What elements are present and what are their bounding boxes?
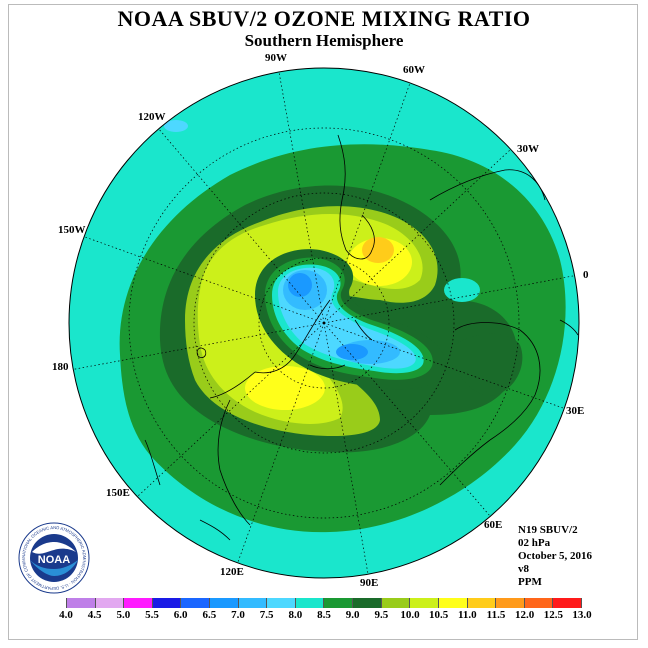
color-bar-labels: 4.0 4.5 5.0 5.5 6.0 6.5 7.0 7.5 8.0 8.5 9.0 9.5 10.0… — [0, 609, 648, 623]
contour-7-5-patch — [164, 120, 188, 132]
lon-label-150w: 150W — [58, 224, 86, 236]
color-bar — [66, 598, 582, 608]
lon-label-150e: 150E — [106, 487, 130, 499]
parallels — [128, 127, 520, 519]
color-bar-segment — [95, 598, 125, 608]
lon-label-30e: 30E — [566, 405, 584, 417]
lon-label-30w: 30W — [517, 143, 539, 155]
color-bar-tick-label: 6.5 — [202, 609, 217, 621]
lon-label-60e: 60E — [484, 519, 502, 531]
color-bar-segment — [238, 598, 268, 608]
contour-9-0-east — [455, 333, 523, 396]
contour-6-5-a — [288, 273, 312, 297]
lon-label-120e: 120E — [220, 566, 244, 578]
color-bar-tick-label: 9.5 — [374, 609, 389, 621]
satellite-label: N19 SBUV/2 — [518, 524, 578, 536]
lon-label-60w: 60W — [403, 64, 425, 76]
color-bar-tick-label: 4.5 — [87, 609, 102, 621]
color-bar-segment — [438, 598, 468, 608]
color-bar-tick-label: 10.0 — [400, 609, 420, 621]
color-bar-tick-label: 7.5 — [259, 609, 274, 621]
color-bar-segment — [152, 598, 182, 608]
color-bar-tick-label: 13.0 — [572, 609, 592, 621]
version-label: v8 — [518, 563, 529, 575]
color-bar-tick-label: 12.5 — [543, 609, 563, 621]
lon-label-0: 0 — [583, 269, 589, 281]
lon-label-90e: 90E — [360, 577, 378, 589]
lon-label-180: 180 — [52, 361, 69, 373]
color-bar-tick-label: 8.5 — [317, 609, 331, 621]
color-bar-segment — [267, 598, 296, 608]
info-block: N19 SBUV/2 02 hPa October 5, 2016 v8 PPM — [518, 524, 592, 589]
pressure-level-label: 02 hPa — [518, 537, 551, 549]
color-bar-segment — [381, 598, 411, 608]
map-subtitle: Southern Hemisphere — [244, 31, 404, 50]
color-bar-segment — [324, 598, 354, 608]
contour-11-0 — [362, 237, 394, 263]
lon-label-120w: 120W — [138, 111, 166, 123]
units-label: PPM — [518, 576, 542, 588]
color-bar-segment — [467, 598, 497, 608]
map-title: NOAA SBUV/2 OZONE MIXING RATIO — [117, 6, 531, 31]
color-bar-tick-label: 9.0 — [345, 609, 360, 621]
color-bar-tick-label: 11.0 — [458, 609, 477, 621]
date-label: October 5, 2016 — [518, 550, 593, 562]
longitude-labels: 90W 60W 30W 0 30E 60E 90E 120E 150E 180 … — [52, 52, 589, 589]
color-bar-segment — [410, 598, 439, 608]
color-bar-tick-label: 10.5 — [429, 609, 449, 621]
color-bar-segment — [181, 598, 211, 608]
color-bar-segment — [553, 598, 582, 608]
color-bar-segment — [524, 598, 554, 608]
color-bar-segment — [210, 598, 239, 608]
color-bar-tick-label: 8.0 — [288, 609, 303, 621]
color-bar-tick-label: 6.0 — [173, 609, 188, 621]
color-bar-tick-label: 12.0 — [515, 609, 535, 621]
color-bar-segment — [295, 598, 325, 608]
color-bar-tick-label: 7.0 — [231, 609, 245, 621]
noaa-logo: NOAA NATIONAL OCEANIC AND ATMOSPHERIC AD… — [18, 522, 90, 594]
color-bar-segment — [66, 598, 96, 608]
color-bar-segment — [353, 598, 382, 608]
color-bar-tick-label: 11.5 — [486, 609, 506, 621]
color-bar-tick-label: 5.0 — [116, 609, 131, 621]
color-bar-segment — [124, 598, 153, 608]
map-border — [68, 67, 580, 579]
color-bar-segment — [496, 598, 525, 608]
contour-6-5-b — [336, 344, 368, 360]
meridians — [69, 71, 579, 575]
logo-text: NOAA — [38, 554, 70, 566]
contour-10-5-a — [245, 366, 325, 410]
lon-label-90w: 90W — [265, 52, 287, 64]
contour-8-0-island — [444, 278, 480, 302]
color-bar-tick-label: 4.0 — [59, 609, 73, 621]
color-bar-tick-label: 5.5 — [145, 609, 159, 621]
